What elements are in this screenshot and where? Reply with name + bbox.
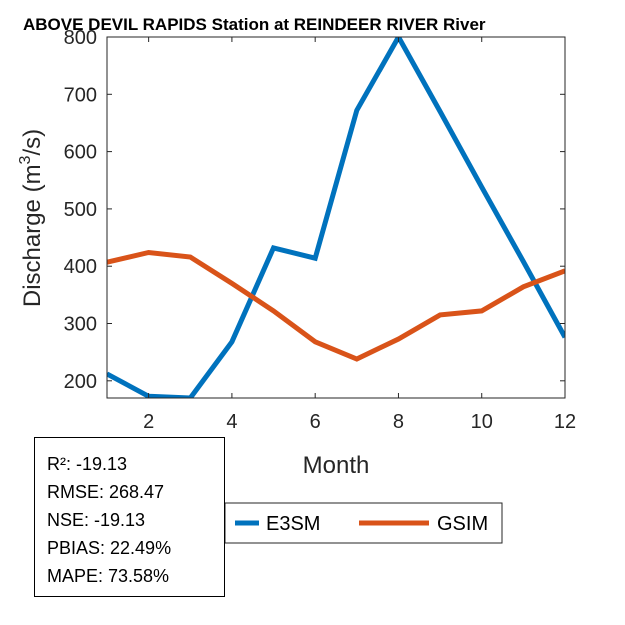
y-axis-title-prefix: Discharge (m	[19, 164, 46, 307]
plot-area	[107, 37, 565, 398]
y-tick-label: 300	[64, 314, 97, 336]
x-tick-label: 8	[393, 411, 404, 433]
y-tick-label: 200	[64, 371, 97, 393]
y-axis-title-suffix: /s)	[19, 129, 46, 156]
y-tick-label: 700	[64, 84, 97, 106]
stat-rmse: RMSE: 268.47	[47, 482, 165, 502]
legend-label-gsim: GSIM	[437, 513, 488, 535]
y-tick-label: 600	[64, 142, 97, 164]
x-tick-label: 6	[310, 411, 321, 433]
stat-pbias: PBIAS: 22.49%	[47, 538, 172, 558]
tick-labels: 2 4 6 8 10 12 200 300 400 500 600 700 800	[64, 27, 577, 433]
chart-title: ABOVE DEVIL RAPIDS Station at REINDEER R…	[23, 15, 486, 34]
stat-mape: MAPE: 73.58%	[47, 566, 170, 586]
x-axis-title: Month	[303, 452, 370, 479]
stat-r2: R²: -19.13	[47, 454, 128, 474]
y-tick-label: 800	[64, 27, 97, 49]
legend-label-e3sm: E3SM	[266, 513, 320, 535]
y-tick-label: 500	[64, 199, 97, 221]
y-tick-label: 400	[64, 256, 97, 278]
x-tick-label: 12	[554, 411, 576, 433]
y-axis-title: Discharge (m3/s)	[17, 129, 46, 307]
legend: E3SM GSIM	[224, 502, 503, 544]
stat-nse: NSE: -19.13	[47, 510, 146, 530]
stats-box: R²: -19.13 RMSE: 268.47 NSE: -19.13 PBIA…	[34, 437, 225, 597]
axes-box	[106, 36, 566, 399]
x-tick-label: 10	[471, 411, 493, 433]
x-tick-label: 2	[143, 411, 154, 433]
y-axis-title-superscript: 3	[17, 155, 34, 164]
series-line-gsim	[107, 249, 565, 362]
x-tick-label: 4	[226, 411, 237, 433]
axes-layer	[106, 36, 566, 399]
